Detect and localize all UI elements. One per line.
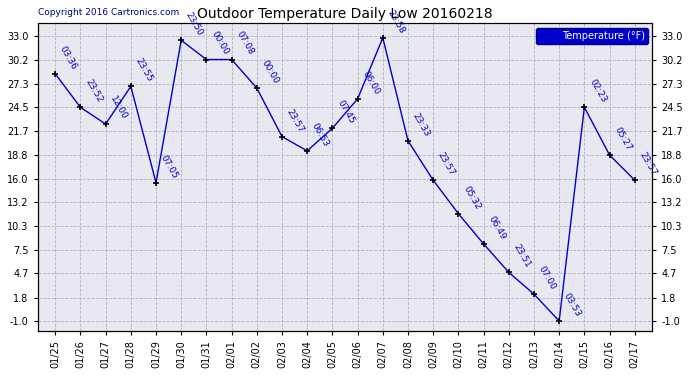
Text: 05:27: 05:27 [612, 126, 633, 152]
Text: 00:00: 00:00 [209, 30, 230, 57]
Text: 23:50: 23:50 [184, 10, 205, 38]
Text: 00:00: 00:00 [259, 58, 280, 85]
Text: 07:00: 07:00 [537, 264, 558, 291]
Text: 23:57: 23:57 [285, 107, 306, 134]
Text: 05:32: 05:32 [461, 184, 482, 211]
Text: Copyright 2016 Cartronics.com: Copyright 2016 Cartronics.com [37, 8, 179, 17]
Text: 06:53: 06:53 [310, 121, 331, 148]
Legend: Temperature (°F): Temperature (°F) [536, 28, 647, 44]
Text: 07:05: 07:05 [159, 153, 179, 180]
Text: 07:45: 07:45 [335, 99, 356, 126]
Text: 23:52: 23:52 [83, 78, 104, 105]
Text: 06:00: 06:00 [360, 69, 381, 96]
Text: 03:53: 03:53 [562, 291, 582, 318]
Text: 23:51: 23:51 [511, 243, 532, 270]
Text: 06:49: 06:49 [486, 214, 507, 241]
Text: 07:08: 07:08 [235, 30, 255, 57]
Text: 23:55: 23:55 [134, 57, 155, 84]
Text: 23:57: 23:57 [638, 151, 658, 177]
Text: 12:00: 12:00 [108, 94, 129, 121]
Text: 02:23: 02:23 [587, 78, 608, 105]
Title: Outdoor Temperature Daily Low 20160218: Outdoor Temperature Daily Low 20160218 [197, 7, 493, 21]
Text: 23:57: 23:57 [436, 151, 457, 177]
Text: 23:58: 23:58 [386, 8, 406, 35]
Text: 03:36: 03:36 [58, 44, 79, 71]
Text: 23:33: 23:33 [411, 111, 431, 138]
